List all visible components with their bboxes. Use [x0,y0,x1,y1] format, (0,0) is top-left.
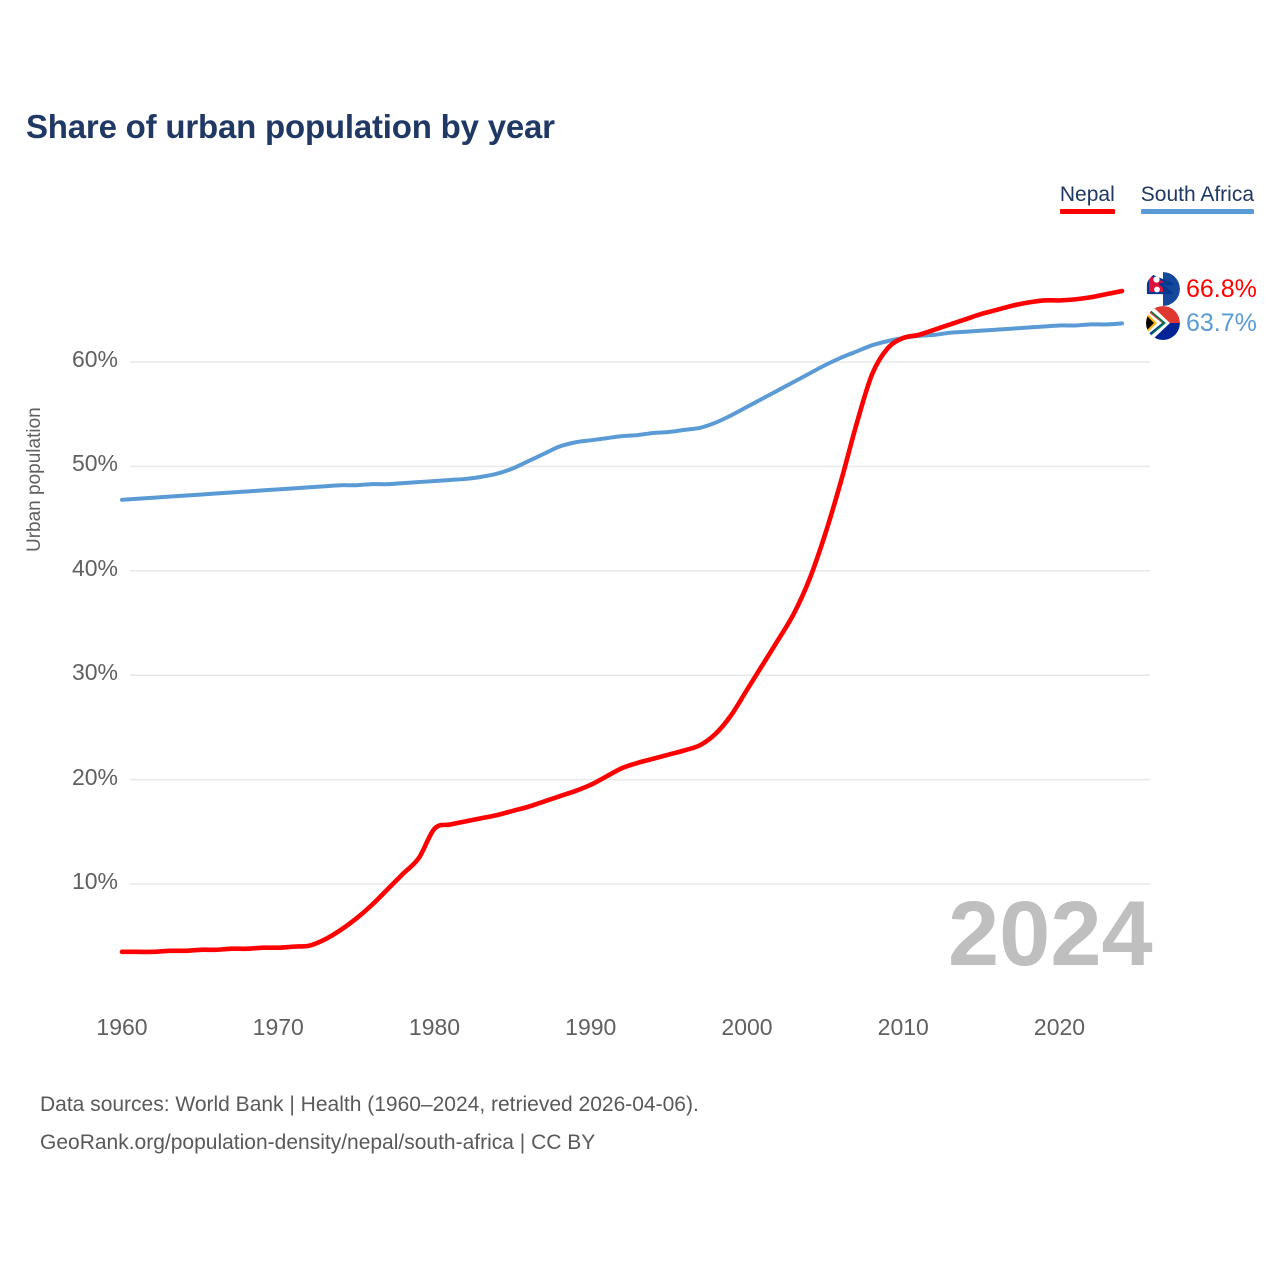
y-axis-tick-label: 30% [71,659,118,686]
footer-line-2: GeoRank.org/population-density/nepal/sou… [40,1131,596,1154]
y-axis-tick-label: 60% [71,346,118,372]
footer-sources: Data sources: World Bank | Health (1960–… [40,1086,699,1162]
y-axis-tick-label: 50% [71,450,118,477]
y-axis-tick-label: 20% [71,763,118,790]
x-axis-tick-label: 1990 [565,1014,617,1040]
legend-item-south-africa[interactable]: South Africa [1140,182,1254,214]
series-line-nepal [119,288,1125,955]
endpoint-south-africa: 63.7% [1146,306,1257,340]
x-axis-tick-label: 2000 [721,1014,773,1040]
y-axis-tick-label: 40% [71,554,118,581]
endpoint-nepal: 66.8% [1146,272,1257,306]
x-axis-tick-label: 2020 [1033,1014,1086,1040]
legend-label-south-africa: South Africa [1140,183,1254,206]
legend-item-nepal[interactable]: Nepal [1059,182,1115,214]
nepal-flag-icon [1146,272,1180,306]
legend-rule-nepal [1059,209,1115,214]
page-title: Share of urban population by year [26,108,555,145]
endpoint-value-nepal: 66.8% [1186,274,1257,303]
south-africa-flag-icon [1146,306,1180,340]
year-watermark: 2024 [948,883,1153,985]
series-paths [119,288,1125,955]
footer-line-1: Data sources: World Bank | Health (1960–… [40,1093,699,1116]
x-axis-tick-label: 1960 [96,1014,148,1040]
gridlines [130,361,1150,885]
endpoint-value-south-africa: 63.7% [1186,308,1257,337]
x-axis-tick-label: 1980 [408,1014,461,1040]
x-axis-tick-label: 2010 [877,1014,929,1040]
x-axis-tick-label: 1970 [252,1014,304,1040]
series-line-south-africa [120,321,1124,502]
legend-label-nepal: Nepal [1059,183,1115,206]
legend-rule-south-africa [1140,209,1254,214]
chart-legend: Nepal South Africa [1059,182,1254,214]
y-axis-tick-label: 10% [71,868,118,894]
